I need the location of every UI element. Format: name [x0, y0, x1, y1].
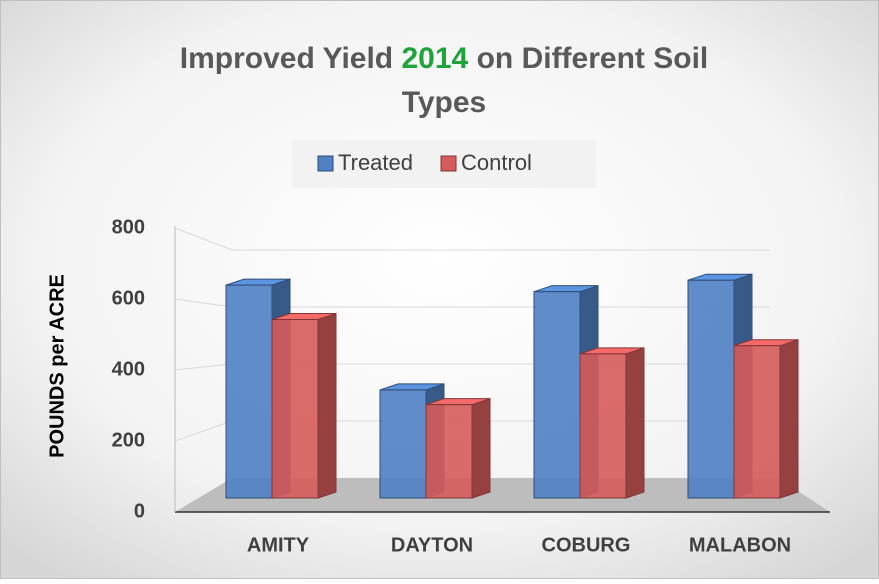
y-tick-label: 400: [112, 358, 145, 380]
y-axis-label: POUNDS per ACRE: [46, 274, 68, 458]
grid-line-side: [174, 298, 233, 308]
legend-swatch: [440, 155, 457, 172]
legend-label: Treated: [338, 150, 413, 175]
grid-line-side: [174, 363, 233, 371]
bar: [379, 389, 427, 499]
legend-label: Control: [461, 150, 532, 175]
y-tick-label: 0: [134, 500, 145, 522]
grid-line-side: [174, 420, 233, 442]
x-tick-label: DAYTON: [391, 534, 473, 556]
bar-side: [779, 339, 799, 499]
legend-swatch: [317, 155, 334, 172]
y-tick-label: 600: [112, 287, 145, 309]
grid-line-side: [174, 227, 233, 251]
bar: [271, 319, 319, 499]
title-part: on Different Soil: [477, 42, 709, 75]
bar: [225, 284, 273, 499]
chart-title: Improved Yield 2014 on Different Soil: [180, 42, 709, 75]
x-tick-label: MALABON: [689, 534, 791, 556]
bar: [687, 279, 735, 499]
title-year: 2014: [401, 42, 468, 75]
bar-side: [471, 397, 491, 499]
bar: [425, 404, 473, 499]
bar: [533, 291, 581, 499]
title-part: Improved Yield: [180, 42, 393, 75]
bar-side: [317, 312, 337, 499]
floor: [175, 478, 830, 512]
x-tick-label: AMITY: [247, 534, 310, 556]
x-tick-label: COBURG: [542, 534, 631, 556]
y-tick-label: 200: [112, 429, 145, 451]
y-tick-label: 800: [112, 216, 145, 238]
chart-title-line2: Types: [402, 86, 486, 119]
bar: [733, 345, 781, 499]
bar-side: [625, 347, 645, 499]
bar: [579, 353, 627, 499]
